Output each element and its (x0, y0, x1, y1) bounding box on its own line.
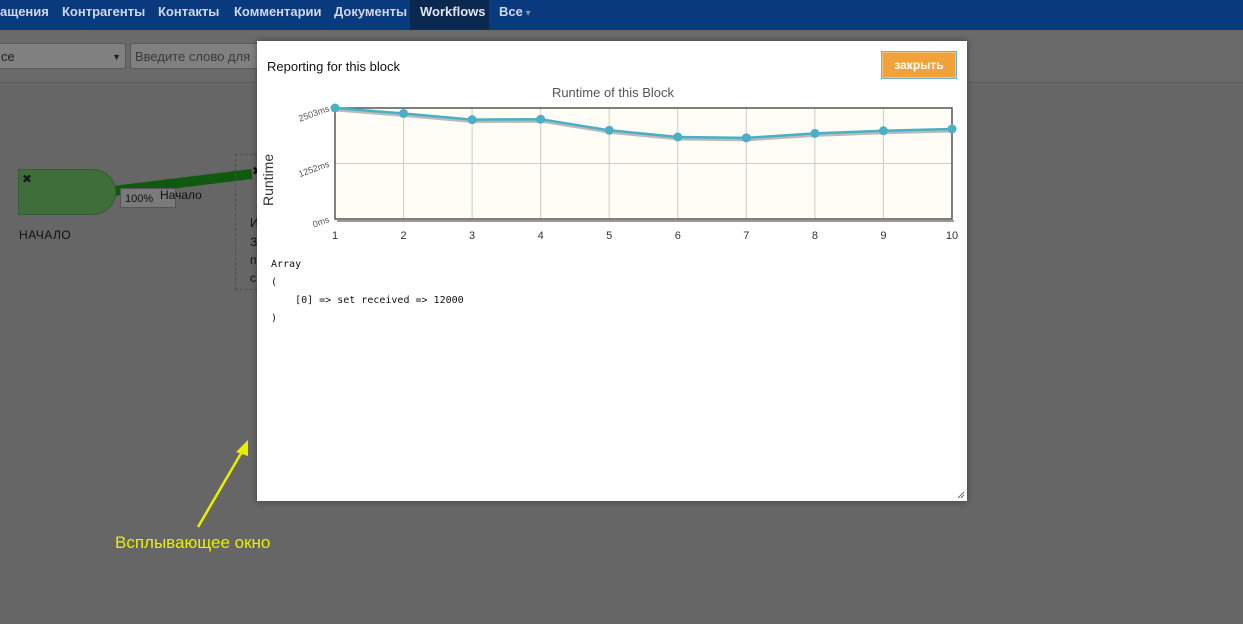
series-line-shadow (335, 108, 954, 142)
block-text-1: И (250, 216, 259, 230)
nav-item-2[interactable]: Контакты (148, 0, 224, 30)
block-text-3: п (250, 253, 257, 267)
nav-item-label: Workflows (420, 4, 486, 19)
x-tick-label: 7 (743, 230, 749, 242)
output-line: ( (271, 277, 278, 288)
start-node-label: НАЧАЛО (19, 228, 72, 242)
x-tick-label: 5 (606, 230, 612, 242)
runtime-chart: Runtime of this Block Runtime 0ms 1252ms 2… (260, 85, 958, 242)
x-tick-label: 6 (675, 230, 681, 242)
nav-item-4[interactable]: Документы (324, 0, 410, 30)
connector-label: Начало (160, 188, 202, 202)
data-point (673, 132, 683, 142)
block-text-2: З (250, 235, 258, 249)
nav-item-6[interactable]: Все ▾ (489, 0, 543, 30)
nav-item-label: Контакты (158, 4, 220, 19)
filter-select-value: се (1, 49, 15, 64)
search-placeholder: Введите слово для (135, 49, 251, 64)
close-icon[interactable]: ✖ (22, 172, 33, 186)
chevron-down-icon: ▾ (522, 8, 531, 19)
nav-item-0[interactable]: ащения (0, 0, 52, 30)
connector-percent: 100% (120, 188, 176, 208)
filter-select[interactable]: се ▼ (0, 43, 126, 69)
data-point (604, 125, 614, 135)
data-point (741, 133, 751, 143)
output-line: ) (271, 313, 278, 324)
y-tick-label: 0ms (311, 214, 331, 229)
nav-item-label: Документы (334, 4, 408, 19)
x-tick-label: 8 (812, 230, 818, 242)
y-tick-label: 1252ms (297, 159, 331, 180)
series-line (334, 106, 953, 140)
chart-title: Runtime of this Block (552, 85, 675, 100)
block-text-4: с (250, 271, 256, 285)
nav-item-label: Контрагенты (62, 4, 146, 19)
nav-item-1[interactable]: Контрагенты (52, 0, 148, 30)
x-tick-label: 2 (400, 230, 406, 242)
output-line: [0] => set received => 12000 (271, 295, 464, 306)
data-point (330, 103, 340, 113)
nav-item-label: Комментарии (234, 4, 322, 19)
x-tick-label: 1 (332, 230, 338, 242)
data-point (399, 108, 409, 118)
data-point (878, 126, 888, 136)
nav-item-label: ащения (0, 4, 49, 19)
x-tick-label: 9 (880, 230, 886, 242)
x-tick-label: 4 (538, 230, 544, 242)
plot-frame (334, 107, 953, 220)
top-navigation: ащения Контрагенты Контакты Комментарии Доку… (0, 0, 1243, 30)
chart-y-label: Runtime (260, 154, 276, 206)
resize-handle-icon[interactable] (957, 491, 965, 499)
annotation-label: Всплывающее окно (115, 533, 271, 552)
x-tick-label: 3 (469, 230, 475, 242)
nav-item-5[interactable]: Workflows (410, 0, 489, 30)
x-tick-label: 10 (946, 230, 958, 242)
output-text: Array ( [0] => set received => 12000 ) (271, 256, 464, 328)
data-point (536, 114, 546, 124)
data-point (810, 128, 820, 138)
start-node[interactable]: ✖ (18, 169, 116, 215)
output-line: Array (271, 259, 302, 270)
data-point (467, 115, 477, 125)
close-button[interactable]: закрыть (881, 51, 957, 79)
data-point (947, 124, 957, 134)
modal-title: Reporting for this block (267, 59, 400, 74)
report-modal: Reporting for this block закрыть Runtime… (257, 41, 967, 501)
chart-plot-area: 0ms 1252ms 2503ms 1 2 3 4 5 6 7 8 9 10 (297, 103, 958, 242)
search-input[interactable]: Введите слово для (130, 43, 270, 69)
y-tick-label: 2503ms (297, 103, 331, 124)
chevron-down-icon: ▼ (112, 52, 121, 62)
nav-item-3[interactable]: Комментарии (224, 0, 324, 30)
nav-item-label: Все (499, 4, 523, 19)
